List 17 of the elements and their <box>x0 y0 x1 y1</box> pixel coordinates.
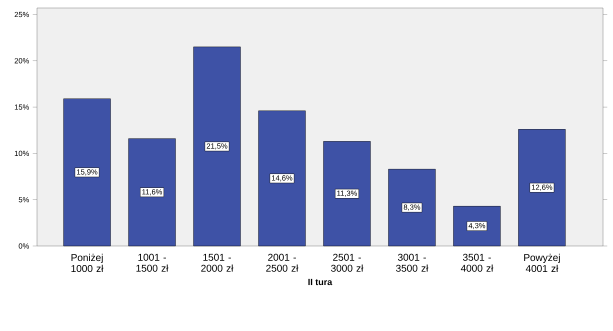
bar <box>323 141 371 246</box>
x-tick-label: Powyżej 4001 zł <box>524 254 560 272</box>
x-tick-label: Poniżej 1000 zł <box>71 254 104 272</box>
bar <box>63 98 111 246</box>
bar <box>388 168 436 246</box>
bar <box>453 206 501 246</box>
bar <box>518 129 566 246</box>
bar <box>128 138 176 246</box>
x-tick-label: 3001 - 3500 zł <box>396 254 428 272</box>
x-tick-label: 1501 - 2000 zł <box>201 254 234 272</box>
bar <box>193 46 241 246</box>
x-axis-title: II tura <box>308 278 332 286</box>
x-tick-label: 1001 - 1500 zł <box>136 254 168 272</box>
x-tick-label: 2001 - 2500 zł <box>266 254 298 272</box>
bar <box>258 110 306 246</box>
x-tick-label: 2501 - 3000 zł <box>331 254 364 272</box>
x-tick-label: 3501 - 4000 zł <box>460 254 494 272</box>
